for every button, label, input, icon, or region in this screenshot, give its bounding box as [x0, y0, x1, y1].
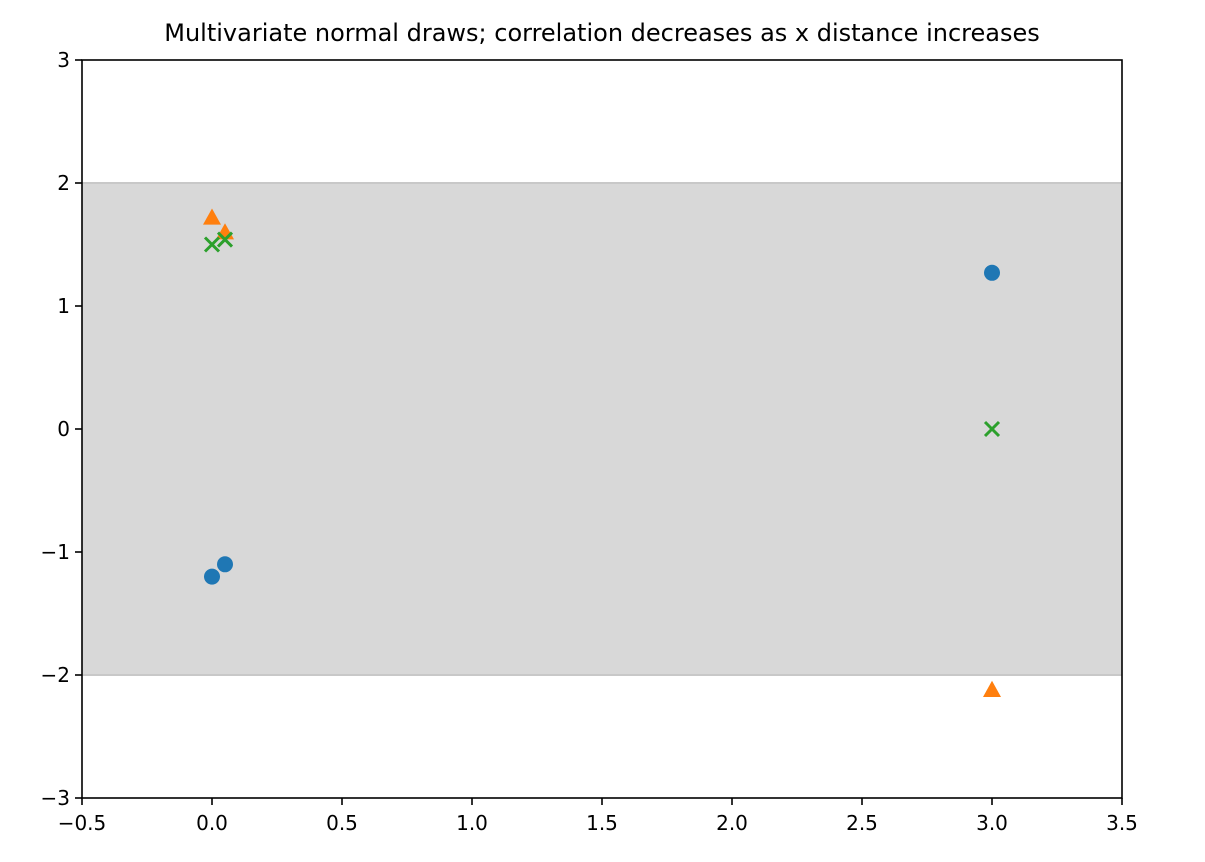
- x-tick-label: 2.5: [846, 811, 878, 835]
- shaded-band: [82, 183, 1122, 675]
- x-tick-label: 0.5: [326, 811, 358, 835]
- y-tick-label: −1: [41, 540, 70, 564]
- x-tick-label: −0.5: [58, 811, 107, 835]
- data-point-x-2-stroke-b: [216, 231, 234, 248]
- y-tick-label: 1: [57, 294, 70, 318]
- y-tick-label: −2: [41, 663, 70, 687]
- y-tick-label: −3: [41, 786, 70, 810]
- y-tick-label: 0: [57, 417, 70, 441]
- data-point-triangle-1: [203, 208, 221, 225]
- x-tick-label: 2.0: [716, 811, 748, 835]
- data-point-triangle-3: [983, 680, 1001, 697]
- plot-area: −0.5 0.0 0.5 1.0 1.5 2.0 2.5 3.0 3.5 3 2 1 0 −1 −2 −3: [41, 48, 1138, 835]
- data-point-x-3: [983, 420, 1001, 438]
- data-point-x-1: [203, 236, 221, 253]
- data-point-circle-3: [984, 264, 1000, 281]
- y-tick-label: 2: [57, 171, 70, 195]
- data-point-x-2: [216, 231, 234, 248]
- y-tick-label: 3: [57, 48, 70, 72]
- data-point-circle-1: [204, 568, 220, 585]
- x-tick-label: 1.5: [586, 811, 618, 835]
- x-tick-label: 3.0: [976, 811, 1008, 835]
- data-point-circle-2: [217, 556, 233, 573]
- data-point-x-1-stroke-b: [203, 236, 221, 253]
- data-point-x-3-stroke-b: [983, 420, 1001, 438]
- x-tick-label: 0.0: [196, 811, 228, 835]
- x-tick-label: 1.0: [456, 811, 488, 835]
- x-tick-label: 3.5: [1106, 811, 1138, 835]
- chart-title: Multivariate normal draws; correlation d…: [164, 19, 1039, 47]
